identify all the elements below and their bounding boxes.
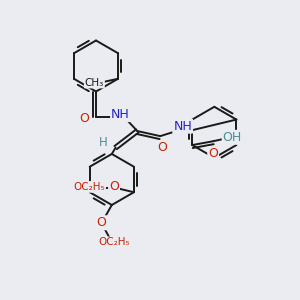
Text: OC₂H₅: OC₂H₅ — [74, 182, 105, 192]
Text: OC₂H₅: OC₂H₅ — [98, 237, 130, 247]
Text: NH: NH — [173, 120, 192, 133]
Text: O: O — [208, 147, 218, 160]
Text: O: O — [80, 112, 89, 125]
Text: NH: NH — [111, 108, 130, 121]
Text: CH₃: CH₃ — [85, 78, 104, 88]
Text: O: O — [109, 179, 119, 193]
Text: O: O — [157, 141, 167, 154]
Text: H: H — [99, 136, 107, 149]
Text: OH: OH — [223, 131, 242, 144]
Text: O: O — [97, 216, 106, 229]
